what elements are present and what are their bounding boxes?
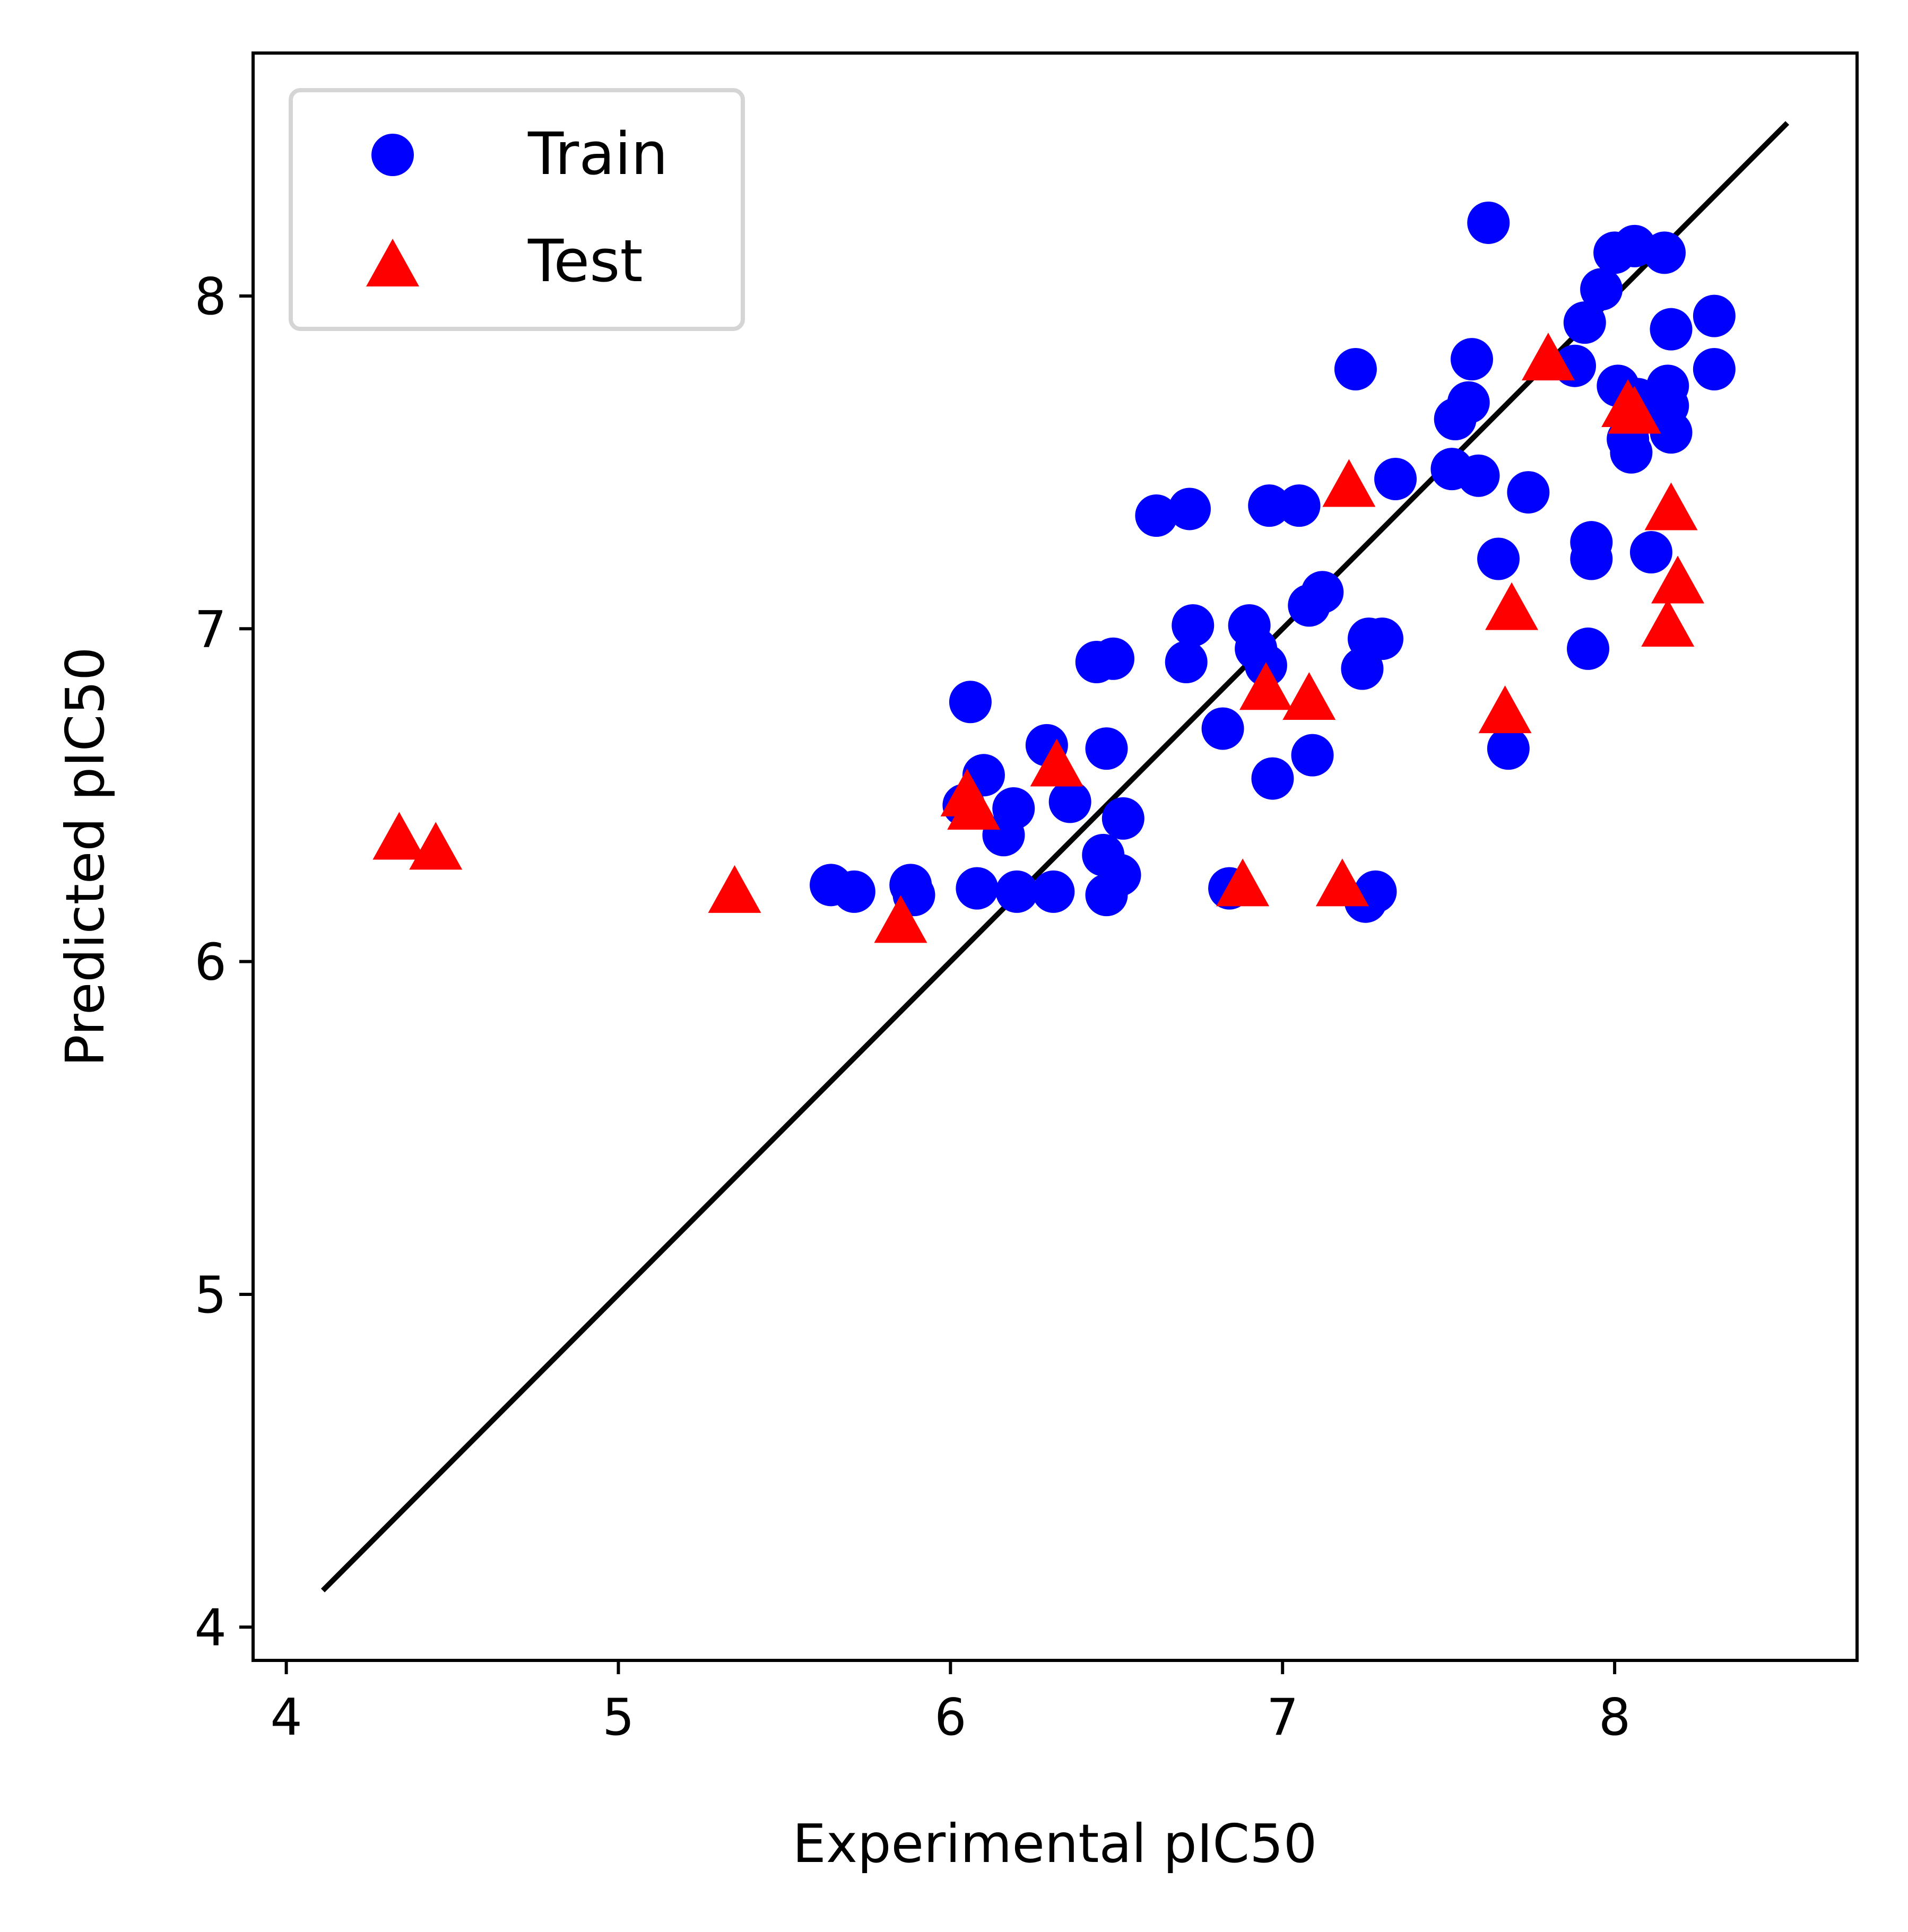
train-points bbox=[810, 201, 1736, 923]
test-point bbox=[1282, 672, 1336, 720]
train-point bbox=[1650, 308, 1693, 351]
train-point bbox=[1477, 537, 1520, 580]
train-point bbox=[1567, 627, 1610, 670]
train-point bbox=[1643, 231, 1686, 274]
train-point bbox=[1487, 727, 1530, 770]
train-point bbox=[1032, 870, 1075, 913]
legend-train-circle bbox=[371, 134, 414, 176]
train-point bbox=[1092, 637, 1135, 680]
train-point bbox=[1135, 494, 1178, 537]
test-point bbox=[1651, 555, 1705, 604]
test-point bbox=[1608, 386, 1661, 434]
train-point bbox=[1693, 347, 1736, 390]
legend: Train Test bbox=[289, 88, 745, 331]
x-axis-label: Experimental pIC50 bbox=[793, 1813, 1317, 1875]
test-point bbox=[874, 895, 927, 943]
x-tick-label: 4 bbox=[270, 1689, 302, 1747]
train-point bbox=[1693, 294, 1736, 337]
legend-test-triangle bbox=[366, 239, 419, 286]
test-point bbox=[1322, 459, 1376, 507]
y-tick-label: 6 bbox=[195, 934, 227, 992]
train-point bbox=[1165, 641, 1208, 684]
train-point bbox=[1168, 488, 1211, 530]
train-point bbox=[1102, 797, 1144, 840]
x-tick-label: 6 bbox=[934, 1689, 966, 1747]
train-point bbox=[1172, 604, 1215, 647]
test-point bbox=[1030, 738, 1083, 787]
x-tick-label: 8 bbox=[1599, 1689, 1631, 1747]
train-point bbox=[1201, 707, 1244, 750]
train-point bbox=[1447, 381, 1490, 424]
train-point bbox=[1360, 617, 1403, 660]
train-point bbox=[1507, 471, 1550, 514]
y-axis-label: Predicted pIC50 bbox=[54, 647, 116, 1066]
train-point bbox=[1301, 571, 1344, 614]
legend-frame bbox=[289, 88, 745, 331]
train-point bbox=[1278, 484, 1321, 527]
train-point bbox=[1457, 454, 1500, 497]
test-point bbox=[372, 812, 426, 860]
train-point bbox=[832, 870, 875, 913]
test-point bbox=[409, 822, 463, 870]
legend-train-label: Train bbox=[527, 120, 668, 188]
train-point bbox=[956, 867, 999, 910]
axis-ticks: 4 5 6 7 8 4 5 6 7 8 bbox=[195, 268, 1631, 1747]
train-point bbox=[1580, 268, 1623, 311]
train-point bbox=[1570, 537, 1613, 580]
test-points bbox=[372, 333, 1705, 943]
y-tick-label: 4 bbox=[195, 1599, 227, 1657]
test-point bbox=[1239, 662, 1293, 710]
train-point bbox=[1251, 757, 1294, 800]
test-point bbox=[1478, 685, 1532, 734]
train-point bbox=[1563, 301, 1606, 344]
x-tick-label: 5 bbox=[602, 1689, 634, 1747]
test-point bbox=[1521, 333, 1575, 381]
train-point bbox=[1374, 457, 1417, 500]
legend-test-marker bbox=[366, 239, 419, 286]
y-tick-label: 5 bbox=[195, 1266, 227, 1325]
train-point bbox=[1334, 347, 1377, 390]
y-tick-label: 8 bbox=[195, 268, 227, 326]
train-point bbox=[1248, 484, 1291, 527]
x-tick-label: 7 bbox=[1267, 1689, 1298, 1747]
train-point bbox=[1646, 364, 1689, 407]
train-point bbox=[1610, 431, 1653, 474]
test-point bbox=[1315, 858, 1369, 907]
train-point bbox=[1085, 727, 1128, 770]
test-point bbox=[1485, 582, 1539, 630]
train-point bbox=[995, 870, 1038, 913]
legend-test-label: Test bbox=[527, 227, 643, 295]
train-point bbox=[992, 787, 1035, 830]
train-point bbox=[1629, 530, 1672, 573]
legend-train-marker bbox=[371, 134, 414, 176]
train-point bbox=[949, 681, 992, 724]
test-point bbox=[1216, 858, 1270, 907]
y-tick-label: 7 bbox=[195, 601, 227, 659]
train-point bbox=[1048, 780, 1091, 823]
plot-frame bbox=[251, 51, 1859, 1662]
test-point bbox=[1641, 599, 1695, 647]
train-point bbox=[1291, 734, 1334, 777]
train-point bbox=[1098, 854, 1141, 897]
test-point bbox=[708, 865, 761, 913]
test-point bbox=[1644, 482, 1698, 530]
train-point bbox=[1650, 411, 1693, 454]
test-point bbox=[947, 782, 1001, 830]
train-point bbox=[1450, 338, 1493, 381]
train-point bbox=[1467, 201, 1510, 244]
